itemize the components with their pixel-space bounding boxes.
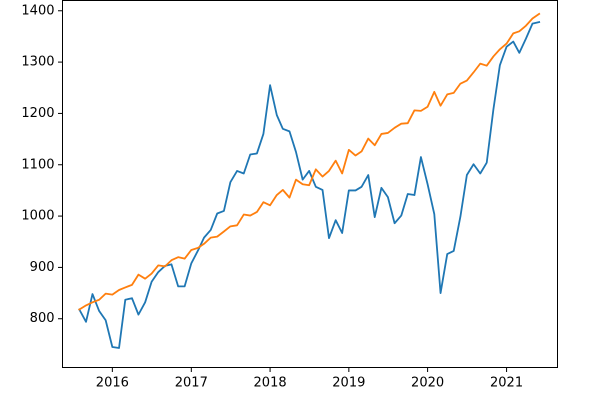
y-tick-label: 1400	[21, 3, 54, 18]
plot-frame	[62, 0, 558, 368]
x-tick-label: 2016	[96, 376, 129, 391]
series-line-2	[78, 12, 541, 311]
y-tick-label: 1000	[21, 209, 54, 224]
y-tick-label: 1300	[21, 55, 54, 70]
x-tick-label: 2018	[254, 376, 287, 391]
x-tick-label: 2021	[490, 376, 523, 391]
y-axis: 800 900 1000 1100 1200 1300 1400	[21, 3, 63, 326]
x-axis: 2016 2017 2018 2019 2020 2021	[96, 367, 523, 391]
x-tick-label: 2019	[332, 376, 365, 391]
y-tick-label: 1100	[21, 157, 54, 172]
y-tick-label: 800	[30, 311, 55, 326]
x-tick-label: 2020	[411, 376, 444, 391]
series-layer	[78, 12, 541, 349]
y-tick-label: 1200	[21, 106, 54, 121]
x-tick-label: 2017	[175, 376, 208, 391]
series-line-1	[78, 20, 541, 349]
y-tick-label: 900	[30, 260, 55, 275]
